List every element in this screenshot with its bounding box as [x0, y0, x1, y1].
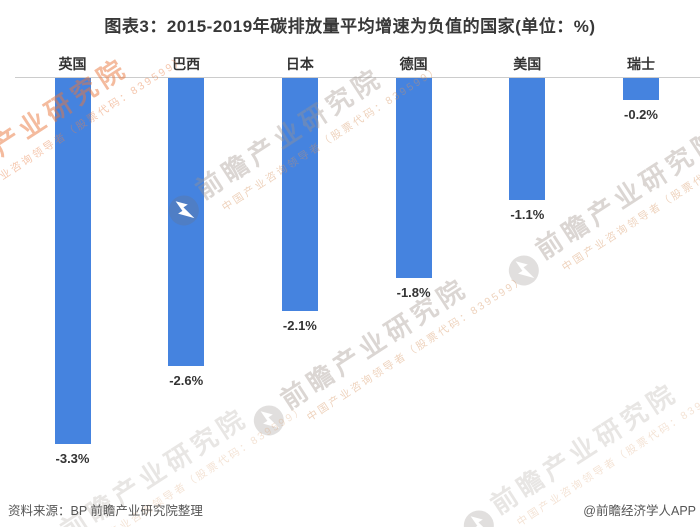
category-label: 巴西: [172, 56, 201, 72]
value-label: -2.6%: [169, 373, 204, 388]
credit-note: @前瞻经济学人APP: [583, 504, 696, 518]
source-note: 资料来源：BP 前瞻产业研究院整理: [8, 504, 203, 518]
value-label: -3.3%: [55, 451, 90, 466]
category-label: 日本: [285, 56, 314, 72]
bar: [54, 78, 91, 444]
bar: [168, 78, 205, 366]
chart-title: 图表3：2015-2019年碳排放量平均增速为负值的国家(单位：%): [104, 17, 596, 36]
value-label: -0.2%: [624, 107, 658, 122]
category-label: 德国: [399, 56, 428, 72]
bar: [281, 78, 318, 311]
zero-axis-line: [15, 77, 700, 78]
value-label: -1.1%: [510, 207, 545, 222]
category-label: 美国: [513, 56, 542, 72]
category-label: 英国: [58, 56, 87, 72]
bar: [395, 78, 432, 278]
category-label: 瑞士: [627, 56, 655, 72]
value-label: -1.8%: [396, 285, 431, 300]
value-label: -2.1%: [282, 318, 317, 333]
bar: [509, 78, 546, 200]
bar: [623, 78, 659, 100]
